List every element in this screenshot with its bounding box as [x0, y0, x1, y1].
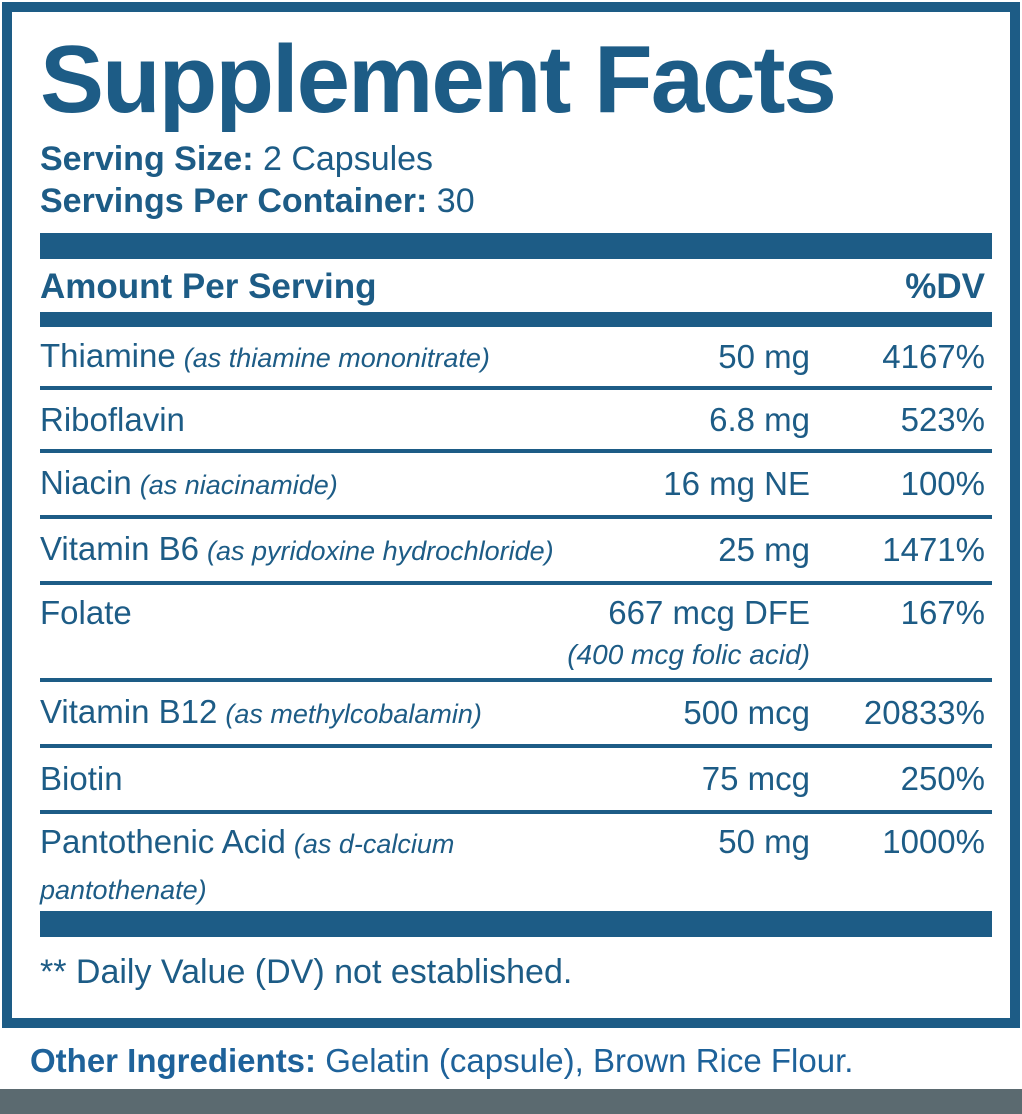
- nutrient-amount: 6.8 mg: [709, 400, 810, 438]
- table-row-vitamin-b12: Vitamin B12 (as methylcobalamin) 500 mcg …: [40, 682, 992, 748]
- servings-per-container-label: Servings Per Container:: [40, 182, 428, 220]
- nutrient-amount: 500 mcg: [683, 694, 810, 731]
- nutrient-amount: 75 mcg: [701, 760, 810, 797]
- nutrient-name: Thiamine: [40, 336, 176, 374]
- panel-title: Supplement Facts: [40, 26, 837, 133]
- table-row-biotin: Biotin 75 mcg 250%: [40, 748, 992, 814]
- serving-size-line: Serving Size: 2 Capsules: [40, 138, 433, 180]
- nutrient-name: Pantothenic Acid: [40, 823, 286, 860]
- servings-per-container-line: Servings Per Container: 30: [40, 180, 475, 222]
- facts-panel: Supplement Facts Serving Size: 2 Capsule…: [2, 2, 1020, 1028]
- table-row-vitamin-b6: Vitamin B6 (as pyridoxine hydrochloride) …: [40, 519, 992, 585]
- table-row-pantothenic-acid: Pantothenic Acid (as d-calcium pantothena…: [40, 814, 992, 907]
- dv-footnote: ** Daily Value (DV) not established.: [40, 953, 573, 991]
- nutrient-qualifier: (as methylcobalamin): [225, 699, 482, 729]
- nutrient-name: Vitamin B6: [40, 530, 199, 567]
- nutrient-name: Folate: [40, 594, 132, 631]
- nutrient-dv: 250%: [900, 760, 985, 797]
- nutrient-name: Biotin: [40, 760, 123, 797]
- percent-dv-header: %DV: [905, 267, 985, 306]
- nutrient-dv: 1471%: [882, 531, 985, 568]
- table-header-row: Amount Per Serving %DV: [40, 262, 992, 312]
- divider-bar-header: [40, 312, 992, 327]
- table-row-folate: Folate 667 mcg DFE (400 mcg folic acid) …: [40, 585, 992, 682]
- nutrient-amount: 16 mg NE: [663, 465, 810, 502]
- other-ingredients-label: Other Ingredients:: [30, 1042, 317, 1079]
- nutrient-amount: 50 mg: [718, 823, 810, 860]
- table-row-thiamine: Thiamine (as thiamine mononitrate) 50 mg …: [40, 327, 992, 390]
- nutrient-qualifier: (as thiamine mononitrate): [183, 342, 490, 373]
- nutrient-dv: 1000%: [882, 823, 985, 860]
- serving-size-value: 2 Capsules: [253, 140, 434, 178]
- nutrient-name: Riboflavin: [40, 400, 185, 438]
- nutrient-amount-note: (400 mcg folic acid): [567, 639, 810, 670]
- nutrient-table: Thiamine (as thiamine mononitrate) 50 mg …: [40, 327, 992, 907]
- nutrient-qualifier: (as pyridoxine hydrochloride): [206, 536, 554, 566]
- bottom-gray-band: [0, 1089, 1022, 1114]
- servings-per-container-value: 30: [427, 182, 475, 220]
- nutrient-name: Niacin: [40, 464, 132, 501]
- table-row-riboflavin: Riboflavin 6.8 mg 523%: [40, 390, 992, 453]
- nutrient-amount: 50 mg: [718, 337, 810, 375]
- amount-per-serving-header: Amount Per Serving: [40, 267, 377, 306]
- nutrient-dv: 20833%: [863, 694, 985, 731]
- other-ingredients-line: Other Ingredients: Gelatin (capsule), Br…: [30, 1040, 853, 1082]
- nutrient-amount: 25 mg: [718, 531, 810, 568]
- divider-bar-bottom: [40, 911, 992, 937]
- divider-bar-top: [40, 233, 992, 259]
- nutrient-qualifier: (as niacinamide): [139, 470, 338, 500]
- other-ingredients-value: Gelatin (capsule), Brown Rice Flour.: [316, 1042, 854, 1079]
- nutrient-dv: 167%: [900, 594, 985, 631]
- serving-size-label: Serving Size:: [40, 140, 254, 178]
- nutrient-qualifier: (as d-calcium pantothenate): [40, 829, 455, 905]
- nutrient-dv: 523%: [900, 400, 985, 438]
- nutrient-dv: 100%: [900, 465, 985, 502]
- nutrient-amount: 667 mcg DFE: [608, 594, 810, 631]
- table-row-niacin: Niacin (as niacinamide) 16 mg NE 100%: [40, 453, 992, 519]
- nutrient-dv: 4167%: [882, 337, 985, 375]
- nutrient-name: Vitamin B12: [40, 693, 218, 730]
